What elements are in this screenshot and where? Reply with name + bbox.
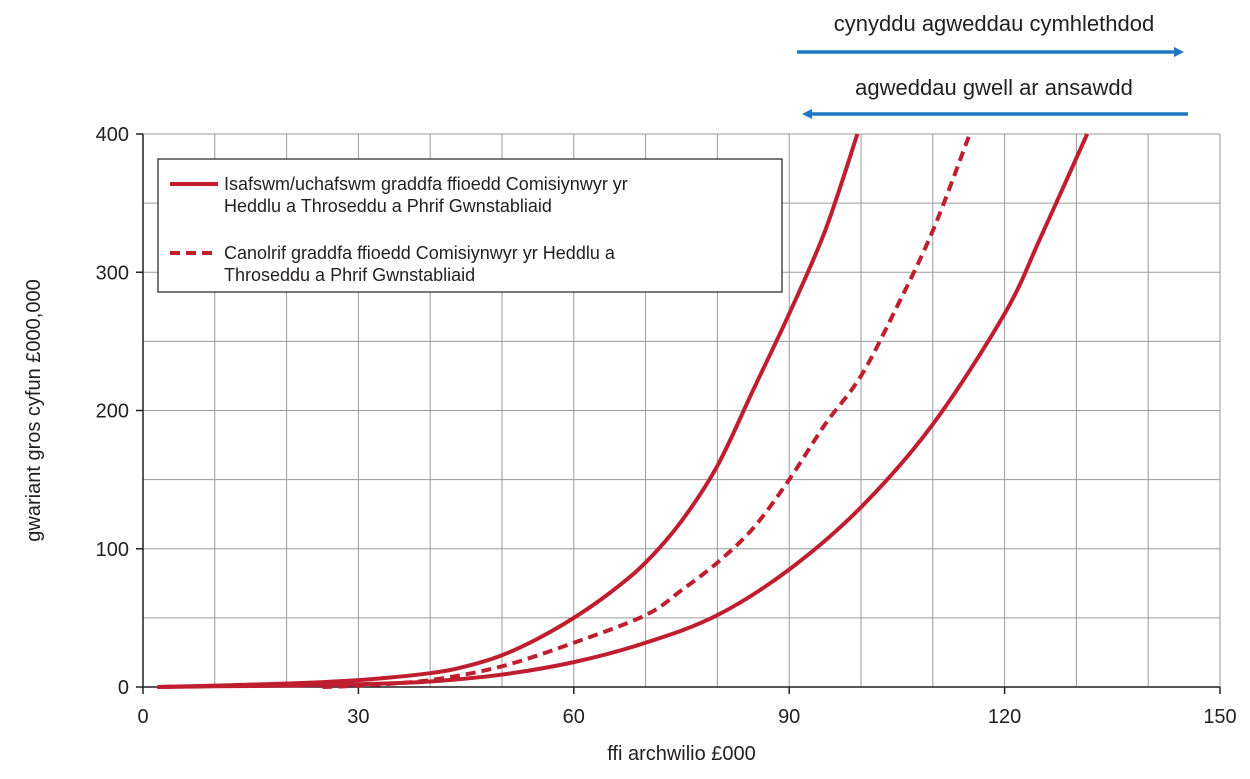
- x-tick-label: 60: [563, 706, 585, 728]
- y-tick-label: 0: [118, 677, 129, 699]
- x-tick-label: 0: [137, 706, 148, 728]
- y-tick-label: 100: [96, 539, 129, 561]
- legend-entry-label: Isafswm/uchafswm graddfa ffioedd Comisiy…: [224, 174, 628, 216]
- legend-box: [157, 158, 783, 293]
- y-tick-label: 400: [96, 124, 129, 146]
- series-line-1-min-max: [157, 133, 860, 689]
- x-axis-title: ffi archwilio £000: [607, 743, 756, 765]
- legend-entry-label: Canolrif graddfa ffioedd Comisiynwyr yr …: [224, 243, 616, 285]
- annotations: cynyddu agweddau cymhlethdod agweddau gwe…: [797, 11, 1188, 119]
- x-tick-label: 90: [778, 706, 800, 728]
- x-tick-label: 120: [988, 706, 1021, 728]
- annotation-label: cynyddu agweddau cymhlethdod: [834, 11, 1154, 36]
- y-tick-label: 200: [96, 401, 129, 423]
- axes: 0 100 200 300 400 0 30 60 90 120 150 ffi archwilio …: [23, 124, 1237, 765]
- x-tick-label: 30: [347, 706, 369, 728]
- series-line-3-median: [322, 136, 971, 689]
- series-lines: [157, 133, 1089, 689]
- legend: Isafswm/uchafswm graddfa ffioedd Comisiy…: [157, 158, 783, 293]
- y-axis-title: gwariant gros cyfun £000,000: [23, 279, 45, 541]
- annotation-label: agweddau gwell ar ansawdd: [855, 75, 1133, 100]
- y-tick-label: 300: [96, 262, 129, 284]
- x-tick-label: 150: [1203, 706, 1236, 728]
